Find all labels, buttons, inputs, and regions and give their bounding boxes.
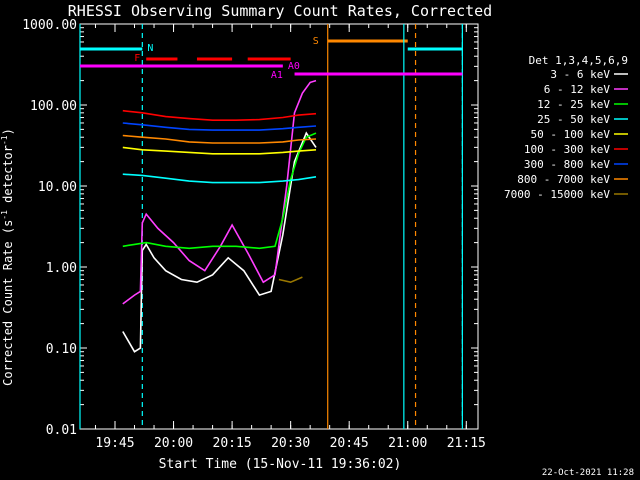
legend-item-label: 300 - 800 keV	[524, 158, 610, 171]
x-tick-label: 19:45	[95, 436, 134, 451]
legend-item-label: 800 - 7000 keV	[517, 173, 610, 186]
y-axis-label: Corrected Count Rate (s-1 detector-1)	[0, 128, 15, 386]
y-tick-label: 10.00	[38, 180, 77, 195]
legend-item-label: 3 - 6 keV	[550, 68, 610, 81]
x-tick-label: 21:15	[447, 436, 486, 451]
series-line-4	[122, 146, 317, 155]
series-line-6	[122, 122, 317, 131]
plot-frame	[79, 23, 479, 430]
x-tick-label: 20:15	[213, 436, 252, 451]
series-line-3	[122, 173, 317, 184]
plot-area: 1000.00 100.00 10.00 1.00 0.10 0.01 19:45 20:00…	[22, 18, 486, 451]
series-line-2	[122, 132, 317, 250]
x-tick-label: 20:00	[154, 436, 193, 451]
legend-item-label: 50 - 100 keV	[531, 128, 611, 141]
legend-header: Det 1,3,4,5,6,9	[529, 54, 628, 67]
y-tick-label: 0.10	[46, 342, 77, 357]
legend-item-label: 6 - 12 keV	[544, 83, 611, 96]
x-axis-label: Start Time (15-Nov-11 19:36:02)	[159, 457, 402, 472]
y-tick-label: 1000.00	[22, 18, 77, 33]
x-tick-label: 20:45	[330, 436, 369, 451]
night-label: N	[147, 43, 153, 54]
y-tick-label: 1.00	[46, 261, 77, 276]
y-tick-label: 0.01	[46, 423, 77, 438]
legend-item-label: 12 - 25 keV	[537, 98, 610, 111]
decimation-label: A0	[288, 61, 300, 72]
x-tick-label: 20:30	[271, 436, 310, 451]
flare-label: F	[134, 53, 140, 64]
series-line-7	[122, 134, 317, 144]
timestamp: 22-Oct-2021 11:28	[542, 468, 634, 478]
attenuator-label: A1	[271, 70, 283, 81]
legend-item-label: 25 - 50 keV	[537, 113, 610, 126]
x-tick-label: 21:00	[388, 436, 427, 451]
legend-item-label: 7000 - 15000 keV	[504, 188, 610, 201]
saa-label: S	[313, 36, 319, 47]
series-line-8	[278, 276, 303, 284]
legend-item-label: 100 - 300 keV	[524, 143, 610, 156]
y-tick-label: 100.00	[30, 99, 77, 114]
series-line-0	[122, 131, 317, 353]
series-line-5	[122, 109, 317, 121]
chart-title: RHESSI Observing Summary Count Rates, Co…	[68, 2, 492, 20]
